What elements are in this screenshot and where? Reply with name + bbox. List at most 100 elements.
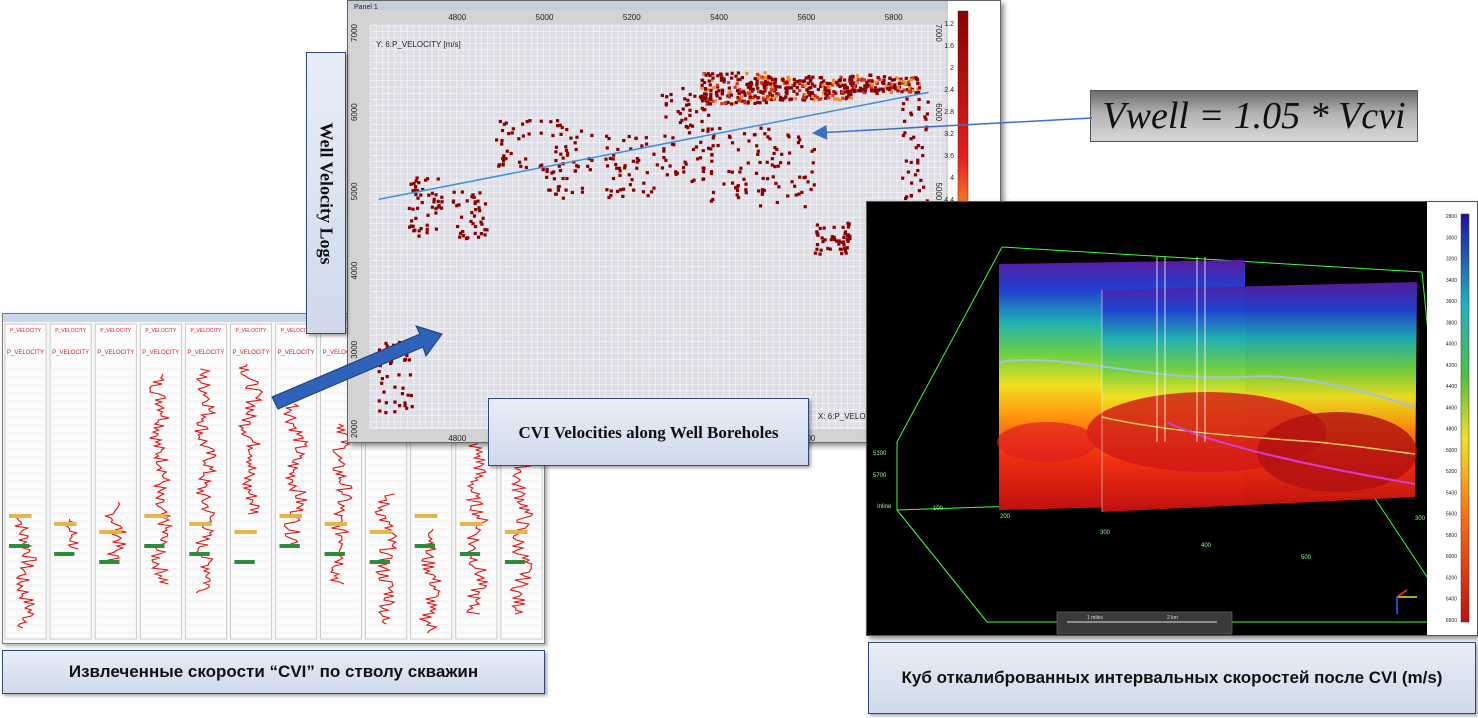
scatter-point xyxy=(914,77,919,81)
scatter-point xyxy=(760,188,765,192)
scatter-point xyxy=(707,79,711,83)
scatter-point xyxy=(830,235,834,239)
scatter-point xyxy=(916,158,920,162)
scatter-point xyxy=(547,188,551,192)
scatter-point xyxy=(408,373,413,377)
scatter-point xyxy=(617,166,622,170)
scatter-point xyxy=(843,84,848,89)
scatter-point xyxy=(608,156,612,161)
scatter-point xyxy=(525,119,529,124)
scatter-point xyxy=(789,86,794,90)
scatter-point xyxy=(700,83,704,87)
scatter-point xyxy=(838,98,842,102)
scatter-point xyxy=(711,76,715,80)
scatter-point xyxy=(629,147,633,151)
scatter-point xyxy=(818,226,822,231)
scatter-point xyxy=(876,75,880,80)
scatter-point xyxy=(846,89,850,93)
scatter-point xyxy=(917,86,922,90)
scatter-point xyxy=(746,161,750,165)
x-tick-top: 4800 xyxy=(448,13,466,22)
scatter-point xyxy=(778,85,782,89)
scatter-point xyxy=(874,86,878,90)
formula-arrow xyxy=(812,117,1093,140)
scatter-point xyxy=(436,199,440,204)
scatter-point xyxy=(660,166,665,170)
scatter-point xyxy=(751,96,755,100)
velocity-curve-9 xyxy=(374,493,398,625)
scatter-point xyxy=(784,95,788,99)
scatter-point xyxy=(736,195,741,200)
scatter-point xyxy=(858,86,863,90)
scatter-point xyxy=(407,358,412,362)
scatter-point xyxy=(873,89,878,93)
scatter-point xyxy=(701,128,705,132)
scatter-point xyxy=(795,85,799,90)
scatter-point xyxy=(790,180,794,184)
scale-bar xyxy=(1056,611,1233,635)
scatter-point xyxy=(756,72,760,77)
scatter-point xyxy=(776,164,780,168)
cube-colorbar-tick: 4600 xyxy=(1446,405,1457,411)
scatter-point xyxy=(892,78,896,82)
scatter-point xyxy=(822,226,826,230)
scatter-point xyxy=(765,160,769,164)
scatter-point xyxy=(385,344,389,348)
scatter-point xyxy=(565,153,570,157)
scatter-point xyxy=(473,201,477,206)
scatter-point xyxy=(890,78,894,82)
scatter-point xyxy=(680,118,684,123)
scatter-point xyxy=(887,82,891,86)
scatter-point xyxy=(829,238,833,242)
scatter-point xyxy=(802,98,807,102)
scatter-point xyxy=(882,78,886,82)
scatter-point xyxy=(564,145,568,149)
scatter-point xyxy=(605,146,609,150)
scatter-point xyxy=(687,102,691,107)
scatter-point xyxy=(771,175,775,179)
scatter-point xyxy=(678,111,682,116)
well-track-3 xyxy=(94,323,137,640)
scatter-point xyxy=(652,152,656,156)
scatter-point xyxy=(761,77,765,81)
scatter-point xyxy=(919,178,923,182)
scatter-point xyxy=(417,234,421,238)
scatter-point xyxy=(434,211,438,215)
well-track-header-3: P_VELOCITY xyxy=(100,328,132,334)
scatter-point xyxy=(686,98,690,102)
velocity-curve-8 xyxy=(328,423,354,585)
scatter-point xyxy=(777,185,781,189)
scatter-point xyxy=(456,224,460,229)
scatter-point xyxy=(862,90,866,94)
scatter-point xyxy=(389,361,393,366)
scatter-point xyxy=(502,154,506,158)
scatter-point xyxy=(554,145,559,149)
scatter-point xyxy=(803,83,807,87)
horizon-marker-gold xyxy=(279,514,303,518)
well-caption: Извлеченные скорости “CVI” по стволу скв… xyxy=(2,650,545,694)
scatter-point xyxy=(403,401,407,405)
scatter-point xyxy=(843,249,847,253)
velocity-cube-view: Inline100200300400500300400510057001 mil… xyxy=(873,202,1477,635)
scatter-point xyxy=(727,86,731,90)
cube-colorbar-tick: 5200 xyxy=(1446,469,1457,475)
scatter-point xyxy=(500,138,504,143)
scatter-point xyxy=(906,80,911,84)
scatter-point xyxy=(766,135,770,139)
scatter-point xyxy=(907,89,912,94)
scatter-point xyxy=(813,94,817,98)
scatter-point xyxy=(815,242,820,247)
scatter-point xyxy=(777,92,781,96)
scatter-point xyxy=(844,97,848,101)
scatter-point xyxy=(772,96,776,100)
scatter-point xyxy=(474,207,478,212)
scatter-point xyxy=(749,85,753,89)
cube-colorbar-tick: 3600 xyxy=(1446,299,1457,305)
scatter-point xyxy=(815,223,819,227)
scatter-point xyxy=(745,71,749,76)
scatter-point xyxy=(665,95,669,99)
scatter-point xyxy=(432,200,436,204)
scatter-point xyxy=(509,151,513,156)
scatter-point xyxy=(756,96,760,100)
scatter-point xyxy=(803,92,807,97)
